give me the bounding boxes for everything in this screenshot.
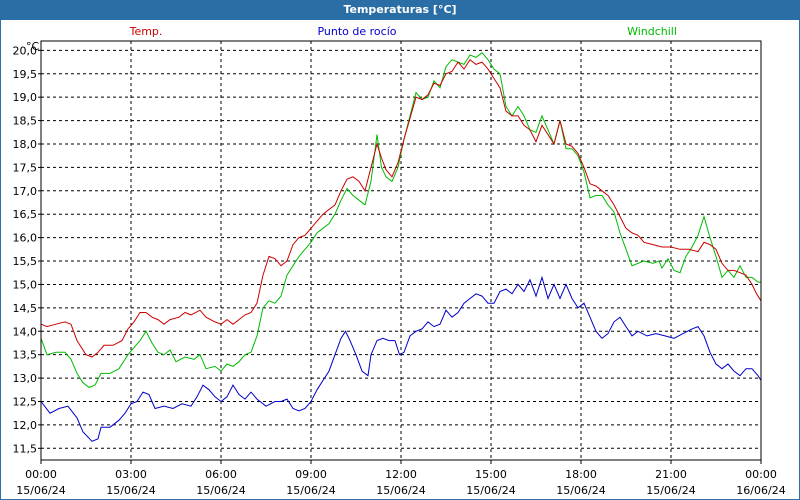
series-line-2 <box>40 52 761 388</box>
series-line-1 <box>40 275 762 442</box>
x-tick-time: 00:00 <box>745 468 777 481</box>
x-tick-date: 15/06/24 <box>106 484 155 497</box>
y-tick-label: 18,5 <box>13 115 38 128</box>
y-tick-label: 14,0 <box>13 325 38 338</box>
x-tick-date: 16/06/24 <box>736 484 785 497</box>
y-tick-label: 20,0 <box>13 44 38 57</box>
y-tick-label: 16,0 <box>13 232 38 245</box>
x-tick-time: 21:00 <box>655 468 687 481</box>
y-tick-labels: 11,5 12,0 12,5 13,0 13,5 14,0 14,5 15,0 15,5 16,0… <box>13 44 41 455</box>
y-tick-label: 12,0 <box>13 419 38 432</box>
grid-lines <box>41 41 761 460</box>
y-tick-label: 19,5 <box>13 68 38 81</box>
series-layer <box>40 52 762 442</box>
x-tick-time: 09:00 <box>295 468 327 481</box>
y-tick-label: 16,5 <box>13 208 38 221</box>
y-tick-label: 13,0 <box>13 372 38 385</box>
y-tick-label: 17,5 <box>13 161 38 174</box>
y-tick-label: 15,0 <box>13 278 38 291</box>
y-tick-label: 18,0 <box>13 138 38 151</box>
x-tick-time: 12:00 <box>385 468 417 481</box>
x-tick-time: 00:00 <box>25 468 57 481</box>
series-line-0 <box>40 58 762 358</box>
x-tick-time: 15:00 <box>475 468 507 481</box>
y-tick-label: 11,5 <box>13 442 38 455</box>
x-tick-date: 15/06/24 <box>556 484 605 497</box>
x-tick-time: 03:00 <box>115 468 147 481</box>
y-axis-label: °C <box>26 40 40 53</box>
y-tick-label: 15,5 <box>13 255 38 268</box>
legend: Temp. Punto de rocío Windchill <box>129 25 677 38</box>
y-tick-label: 19,0 <box>13 91 38 104</box>
x-tick-labels: 00:00 15/06/24 03:00 15/06/24 06:00 15/06/24 0… <box>16 460 786 497</box>
x-tick-time: 18:00 <box>565 468 597 481</box>
x-tick-date: 15/06/24 <box>376 484 425 497</box>
x-tick-date: 15/06/24 <box>646 484 695 497</box>
x-tick-date: 15/06/24 <box>466 484 515 497</box>
legend-entry-0: Temp. <box>129 25 163 38</box>
legend-entry-2: Windchill <box>627 25 677 38</box>
x-tick-date: 15/06/24 <box>196 484 245 497</box>
y-tick-label: 12,5 <box>13 395 38 408</box>
window-title: Temperaturas [°C] <box>0 0 800 20</box>
x-tick-date: 15/06/24 <box>16 484 65 497</box>
x-tick-time: 06:00 <box>205 468 237 481</box>
y-tick-label: 17,0 <box>13 185 38 198</box>
x-tick-date: 15/06/24 <box>286 484 335 497</box>
y-tick-label: 14,5 <box>13 302 38 315</box>
legend-entry-1: Punto de rocío <box>317 25 396 38</box>
y-tick-label: 13,5 <box>13 349 38 362</box>
